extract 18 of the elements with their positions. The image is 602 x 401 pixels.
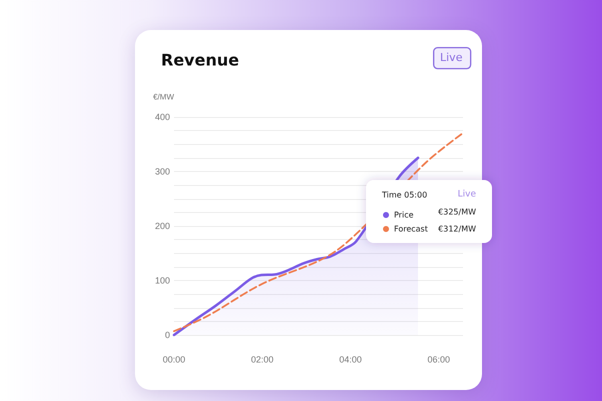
legend-label: Price — [394, 210, 414, 220]
legend-label: Forecast — [394, 224, 428, 234]
y-tick-label: 0 — [164, 330, 170, 340]
annotation: €312/MW — [438, 224, 476, 234]
x-tick-label: 06:00 — [427, 354, 450, 364]
x-tick-label: 04:00 — [339, 354, 362, 364]
x-tick-label: 00:00 — [162, 354, 186, 364]
chart-title: Revenue — [161, 50, 240, 70]
annotation: €325/MW — [438, 208, 476, 216]
y-tick-label: 100 — [154, 276, 170, 286]
y-tick-label: 400 — [154, 112, 170, 122]
annotation: Live — [458, 190, 476, 200]
text: Live — [440, 51, 463, 64]
y-tick-label: 200 — [154, 221, 170, 231]
x-tick-label: 02:00 — [250, 354, 274, 364]
annotation: Time 05:00 — [381, 190, 428, 200]
y-axis-title: €/MW — [153, 92, 174, 102]
y-tick-label: 300 — [154, 166, 170, 176]
